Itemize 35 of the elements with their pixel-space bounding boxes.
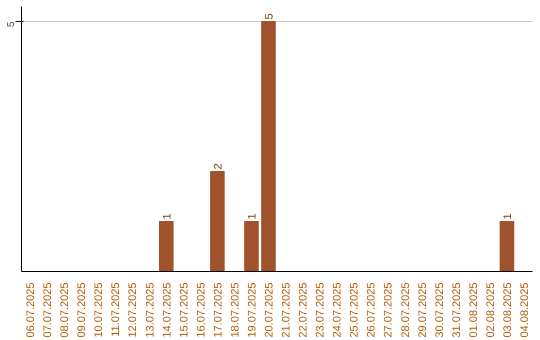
x-tick-label: 10.07.2025 — [93, 282, 106, 338]
data-label: 2 — [212, 163, 224, 170]
x-tick-label: 25.07.2025 — [348, 282, 361, 338]
x-tick-label: 27.07.2025 — [382, 282, 395, 338]
x-tick-label: 19.07.2025 — [246, 282, 258, 338]
x-tick-label: 31.07.2025 — [450, 282, 463, 338]
x-tick-label: 02.08.2025 — [484, 282, 497, 338]
x-tick-label: 16.07.2025 — [195, 282, 208, 338]
x-tick-label: 26.07.2025 — [366, 282, 378, 338]
x-tick-label: 09.07.2025 — [76, 282, 88, 338]
x-tick-label: 20.07.2025 — [263, 282, 276, 338]
x-tick-label: 18.07.2025 — [229, 282, 242, 338]
x-tick-label: 30.07.2025 — [434, 282, 446, 338]
x-tick-label: 11.07.2025 — [110, 282, 122, 337]
x-tick-label: 15.07.2025 — [178, 282, 190, 338]
x-tick-label: 06.07.2025 — [25, 282, 38, 338]
x-tick-label: 01.08.2025 — [468, 282, 480, 338]
x-tick-label: 28.07.2025 — [400, 282, 412, 338]
x-tick-label: 12.07.2025 — [127, 282, 140, 338]
x-tick-label: 14.07.2025 — [161, 282, 174, 338]
x-tick-label: 29.07.2025 — [416, 282, 429, 338]
data-label: 1 — [161, 213, 174, 220]
x-tick-label: 24.07.2025 — [332, 282, 344, 338]
data-label: 1 — [502, 213, 514, 220]
x-tick-label: 07.07.2025 — [42, 282, 54, 338]
x-tick-label: 21.07.2025 — [280, 282, 293, 338]
x-tick-label: 04.08.2025 — [518, 282, 531, 338]
x-tick-label: 13.07.2025 — [144, 282, 156, 338]
x-tick-label: 22.07.2025 — [298, 282, 310, 338]
x-tick-label: 08.07.2025 — [59, 282, 72, 338]
data-label: 1 — [246, 213, 258, 220]
x-tick-label: 23.07.2025 — [314, 282, 327, 338]
data-label: 5 — [263, 13, 276, 20]
x-tick-label: 17.07.2025 — [212, 282, 224, 338]
x-tick-label: 03.08.2025 — [502, 282, 514, 338]
